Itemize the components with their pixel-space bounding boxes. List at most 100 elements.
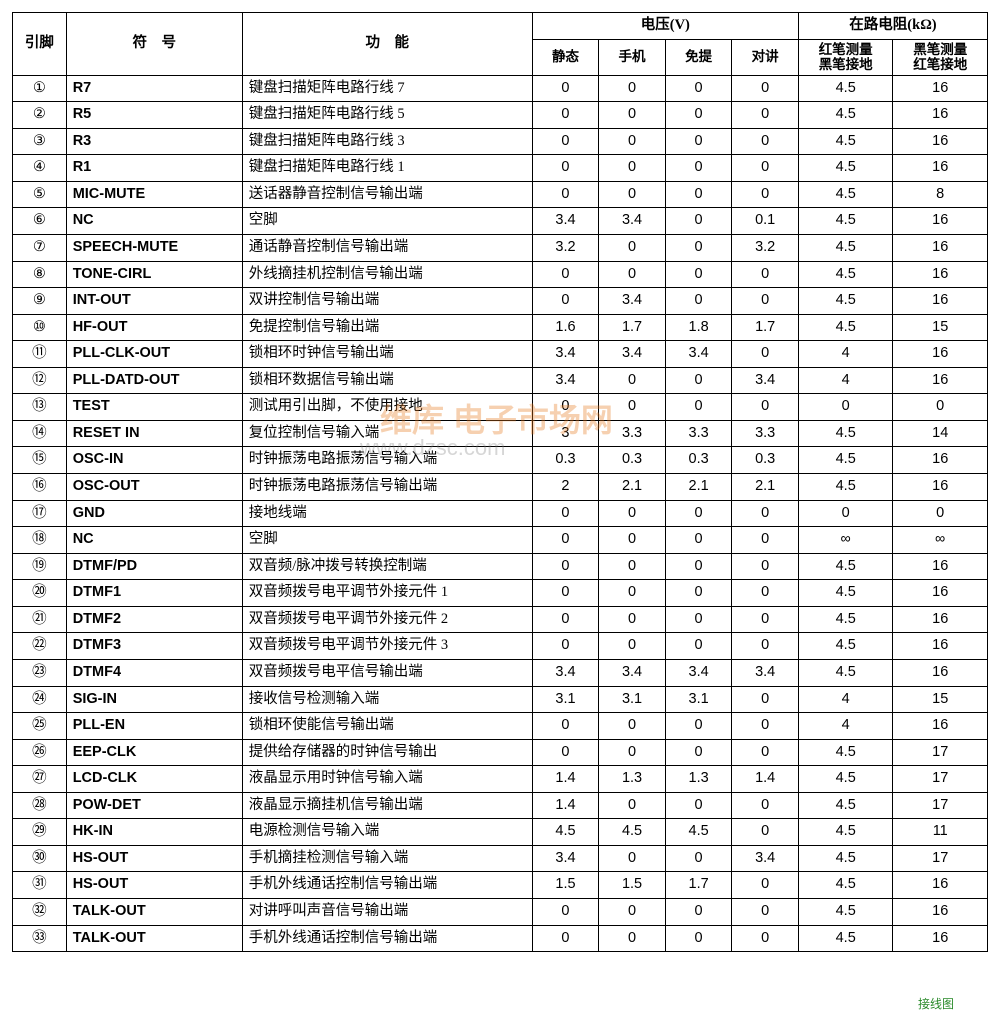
- hdr-function: 功 能: [242, 13, 532, 76]
- table-row: ⑮OSC-IN时钟振荡电路振荡信号输入端0.30.30.30.34.516: [13, 447, 988, 474]
- cell-pin: ②: [13, 102, 67, 129]
- cell-pin: ⑮: [13, 447, 67, 474]
- table-row: ⑳DTMF1双音频拨号电平调节外接元件 100004.516: [13, 580, 988, 607]
- cell-voltage: 0: [532, 500, 599, 527]
- cell-function: 提供给存储器的时钟信号输出: [242, 739, 532, 766]
- hdr-resistance-group: 在路电阻(kΩ): [798, 13, 987, 40]
- hdr-v-1: 手机: [599, 39, 666, 75]
- cell-resistance: 4.5: [798, 819, 892, 846]
- cell-function: 手机外线通话控制信号输出端: [242, 925, 532, 952]
- table-row: ⑲DTMF/PD双音频/脉冲拨号转换控制端00004.516: [13, 553, 988, 580]
- cell-symbol: TALK-OUT: [66, 925, 242, 952]
- cell-voltage: 3.4: [532, 659, 599, 686]
- cell-resistance: 4.5: [798, 739, 892, 766]
- table-row: ④R1键盘扫描矩阵电路行线 100004.516: [13, 155, 988, 182]
- cell-pin: ⑫: [13, 367, 67, 394]
- cell-resistance: 4.5: [798, 181, 892, 208]
- table-header: 引脚 符 号 功 能 电压(V) 在路电阻(kΩ) 静态 手机 免提 对讲 红笔…: [13, 13, 988, 76]
- cell-voltage: 0: [665, 234, 732, 261]
- table-row: ㉜TALK-OUT对讲呼叫声音信号输出端00004.516: [13, 899, 988, 926]
- cell-voltage: 0: [532, 128, 599, 155]
- cell-voltage: 0: [665, 606, 732, 633]
- cell-function: 手机外线通话控制信号输出端: [242, 872, 532, 899]
- table-row: ㉔SIG-IN接收信号检测输入端3.13.13.10415: [13, 686, 988, 713]
- cell-function: 对讲呼叫声音信号输出端: [242, 899, 532, 926]
- cell-voltage: 0: [732, 181, 799, 208]
- cell-function: 双讲控制信号输出端: [242, 288, 532, 315]
- cell-voltage: 0: [665, 394, 732, 421]
- cell-voltage: 0: [732, 394, 799, 421]
- table-row: ③R3键盘扫描矩阵电路行线 300004.516: [13, 128, 988, 155]
- table-row: ⑪PLL-CLK-OUT锁相环时钟信号输出端3.43.43.40416: [13, 341, 988, 368]
- cell-voltage: 0: [732, 925, 799, 952]
- cell-voltage: 0: [665, 102, 732, 129]
- cell-voltage: 0: [665, 261, 732, 288]
- table-row: ㉛HS-OUT手机外线通话控制信号输出端1.51.51.704.516: [13, 872, 988, 899]
- cell-resistance: 4.5: [798, 261, 892, 288]
- cell-resistance: 4.5: [798, 102, 892, 129]
- cell-function: 接地线端: [242, 500, 532, 527]
- cell-voltage: 0: [532, 553, 599, 580]
- cell-voltage: 0: [732, 128, 799, 155]
- cell-voltage: 1.4: [532, 766, 599, 793]
- cell-function: 空脚: [242, 208, 532, 235]
- cell-symbol: R5: [66, 102, 242, 129]
- cell-voltage: 0: [599, 606, 666, 633]
- cell-function: 时钟振荡电路振荡信号输出端: [242, 474, 532, 501]
- table-row: ⑯OSC-OUT时钟振荡电路振荡信号输出端22.12.12.14.516: [13, 474, 988, 501]
- cell-function: 双音频拨号电平调节外接元件 1: [242, 580, 532, 607]
- cell-voltage: 1.4: [732, 766, 799, 793]
- cell-symbol: DTMF3: [66, 633, 242, 660]
- cell-resistance: 17: [893, 766, 988, 793]
- cell-function: 测试用引出脚，不使用接地: [242, 394, 532, 421]
- cell-voltage: 3.4: [599, 659, 666, 686]
- cell-voltage: 0: [532, 527, 599, 554]
- cell-resistance: 4.5: [798, 75, 892, 102]
- cell-voltage: 3.2: [732, 234, 799, 261]
- cell-function: 双音频/脉冲拨号转换控制端: [242, 553, 532, 580]
- cell-pin: ⑤: [13, 181, 67, 208]
- cell-voltage: 3.3: [732, 420, 799, 447]
- cell-voltage: 0: [732, 288, 799, 315]
- cell-resistance: 4.5: [798, 420, 892, 447]
- cell-pin: ㉕: [13, 713, 67, 740]
- cell-voltage: 0: [599, 155, 666, 182]
- table-row: ⑥NC空脚3.43.400.14.516: [13, 208, 988, 235]
- cell-voltage: 0: [732, 500, 799, 527]
- cell-resistance: 4.5: [798, 792, 892, 819]
- cell-voltage: 0: [665, 367, 732, 394]
- cell-pin: ⑩: [13, 314, 67, 341]
- cell-voltage: 3: [532, 420, 599, 447]
- cell-resistance: 16: [893, 872, 988, 899]
- cell-function: 空脚: [242, 527, 532, 554]
- pin-table: 引脚 符 号 功 能 电压(V) 在路电阻(kΩ) 静态 手机 免提 对讲 红笔…: [12, 12, 988, 952]
- cell-resistance: 14: [893, 420, 988, 447]
- cell-voltage: 0.3: [532, 447, 599, 474]
- cell-resistance: 17: [893, 739, 988, 766]
- cell-pin: ㉓: [13, 659, 67, 686]
- cell-voltage: 0: [532, 155, 599, 182]
- cell-voltage: 0: [599, 713, 666, 740]
- cell-symbol: HK-IN: [66, 819, 242, 846]
- cell-voltage: 0: [599, 500, 666, 527]
- cell-resistance: 16: [893, 713, 988, 740]
- cell-resistance: 4: [798, 713, 892, 740]
- cell-voltage: 0.3: [599, 447, 666, 474]
- cell-voltage: 1.5: [532, 872, 599, 899]
- cell-voltage: 2.1: [599, 474, 666, 501]
- cell-function: 双音频拨号电平信号输出端: [242, 659, 532, 686]
- cell-pin: ㉙: [13, 819, 67, 846]
- hdr-r-1: 黑笔测量红笔接地: [893, 39, 988, 75]
- cell-voltage: 0: [599, 75, 666, 102]
- hdr-v-3: 对讲: [732, 39, 799, 75]
- cell-voltage: 0: [732, 75, 799, 102]
- cell-function: 双音频拨号电平调节外接元件 2: [242, 606, 532, 633]
- hdr-v-0: 静态: [532, 39, 599, 75]
- cell-function: 免提控制信号输出端: [242, 314, 532, 341]
- cell-pin: ⑭: [13, 420, 67, 447]
- cell-voltage: 0: [599, 234, 666, 261]
- cell-voltage: 0: [599, 792, 666, 819]
- table-row: ⑭RESET IN复位控制信号输入端33.33.33.34.514: [13, 420, 988, 447]
- cell-symbol: DTMF1: [66, 580, 242, 607]
- table-row: ⑬TEST测试用引出脚，不使用接地000000: [13, 394, 988, 421]
